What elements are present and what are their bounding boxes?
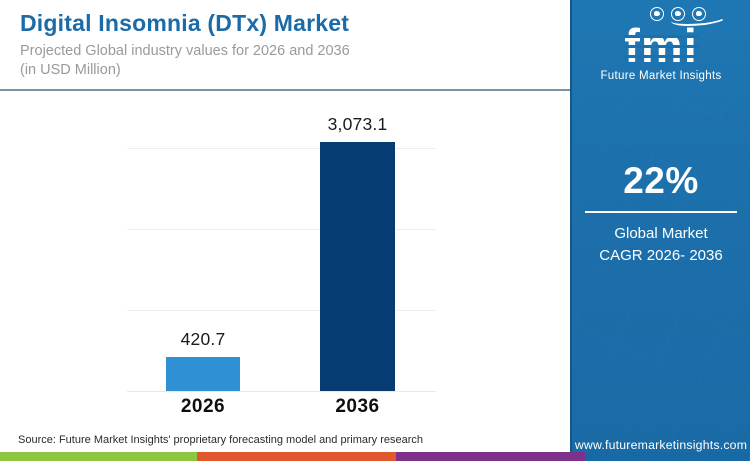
gridline-2000 <box>127 229 436 230</box>
cagr-stat-block: 22% Global Market CAGR 2026- 2036 <box>572 160 750 268</box>
stripe-orange <box>197 452 396 461</box>
bar-value-label-2036: 3,073.1 <box>327 114 388 134</box>
gridline-baseline <box>127 391 436 392</box>
subtitle-line2: (in USD Million) <box>20 62 121 79</box>
stat-divider <box>585 211 737 213</box>
subtitle: Projected Global industry values for 202… <box>20 42 550 80</box>
fmi-logo: fmi Future Market Insights <box>572 7 750 82</box>
page-title: Digital Insomnia (DTx) Market <box>20 10 350 36</box>
orbit-swoosh-icon <box>671 13 729 26</box>
subtitle-line1: Projected Global industry values for 202… <box>20 43 350 59</box>
website-link[interactable]: www.futuremarketinsights.com <box>574 438 748 452</box>
logo-text: fmi <box>624 19 698 72</box>
stripe-blue <box>585 452 750 461</box>
gridline-3000 <box>127 148 436 149</box>
brand-panel: fmi Future Market Insights 22% Global Ma… <box>570 0 750 461</box>
map-americas-icon <box>650 7 664 21</box>
stripe-green <box>0 452 197 461</box>
x-axis-label-2026: 2026 <box>180 396 226 417</box>
logo-caption: Future Market Insights <box>600 70 722 82</box>
gridline-1000 <box>127 310 436 311</box>
cagr-value: 22% <box>623 160 699 201</box>
cagr-label: Global Market CAGR 2026- 2036 <box>572 223 750 268</box>
cagr-label-line1: Global Market <box>614 224 708 242</box>
logo-wordmark: fmi <box>624 22 698 69</box>
bottom-stripe-bar <box>0 452 750 461</box>
bar-2036 <box>320 142 395 391</box>
bar-value-label-2026: 420.7 <box>180 329 226 349</box>
x-axis-label-2036: 2036 <box>335 396 380 417</box>
logo-icons-row <box>589 7 750 26</box>
header: Digital Insomnia (DTx) Market Projected … <box>20 10 550 80</box>
panel-texture <box>572 0 750 461</box>
bar-chart: 420.7 3,073.1 2026 2036 <box>0 90 570 425</box>
stripe-purple <box>396 452 585 461</box>
bar-2026 <box>166 357 240 391</box>
source-note: Source: Future Market Insights' propriet… <box>18 434 423 446</box>
header-divider <box>0 89 570 91</box>
cagr-label-line2: CAGR 2026- 2036 <box>599 247 723 264</box>
